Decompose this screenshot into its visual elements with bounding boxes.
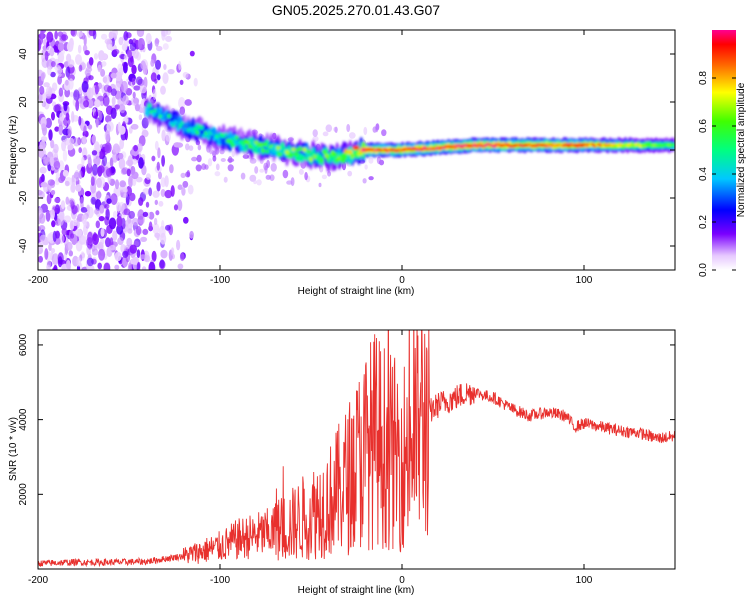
y-tick-label: 0 [18,147,29,153]
y-tick-label: -20 [18,190,29,205]
colorbar: 0.0 0.2 0.4 0.6 0.8 Normalized spectral ampl… [698,30,747,277]
x-tick-label: 0 [399,275,405,286]
snr-xlabel: Height of straight line (km) [298,585,415,596]
colorbar-tick-label: 0.4 [698,167,709,181]
x-tick-label: -100 [210,275,230,286]
spectrogram-x-ticks: -200 -100 0 100 [28,30,593,286]
y-tick-label: -40 [18,238,29,253]
y-tick-label: 2000 [18,483,29,506]
y-tick-label: 20 [18,96,29,108]
x-tick-label: -200 [28,575,48,586]
x-tick-label: 100 [576,575,593,586]
spectrogram-y-ticks: -40 -20 0 20 40 [18,48,675,253]
snr-panel: -200 -100 0 100 2000 4000 6000 Height of stra… [8,329,676,596]
snr-y-ticks: 2000 4000 6000 [18,333,675,505]
spectrogram-xlabel: Height of straight line (km) [298,286,415,297]
snr-frame [37,329,676,570]
spectrogram-ridge [145,98,675,173]
spectrogram-content [38,30,675,270]
x-tick-label: 0 [399,575,405,586]
x-tick-label: -100 [210,575,230,586]
y-tick-label: 6000 [18,333,29,356]
x-tick-label: 100 [576,275,593,286]
colorbar-tick-label: 0.2 [698,215,709,229]
snr-series-line [38,330,675,568]
colorbar-label: Normalized spectral amplitude [736,82,747,217]
spectrogram-noise-blobs [38,30,387,270]
snr-ylabel: SNR (10 * v/v) [8,417,19,481]
colorbar-ticks: 0.0 0.2 0.4 0.6 0.8 [698,71,736,277]
figure-title: GN05.2025.270.01.43.G07 [272,2,440,18]
x-tick-label: -200 [28,275,48,286]
colorbar-tick-label: 0.0 [698,263,709,277]
colorbar-tick-label: 0.8 [698,71,709,85]
y-tick-label: 40 [18,48,29,60]
colorbar-gradient [712,30,736,270]
colorbar-tick-label: 0.6 [698,119,709,133]
spectrogram-ylabel: Frequency (Hz) [8,116,19,185]
y-tick-label: 4000 [18,408,29,431]
snr-x-ticks: -200 -100 0 100 [28,330,593,586]
